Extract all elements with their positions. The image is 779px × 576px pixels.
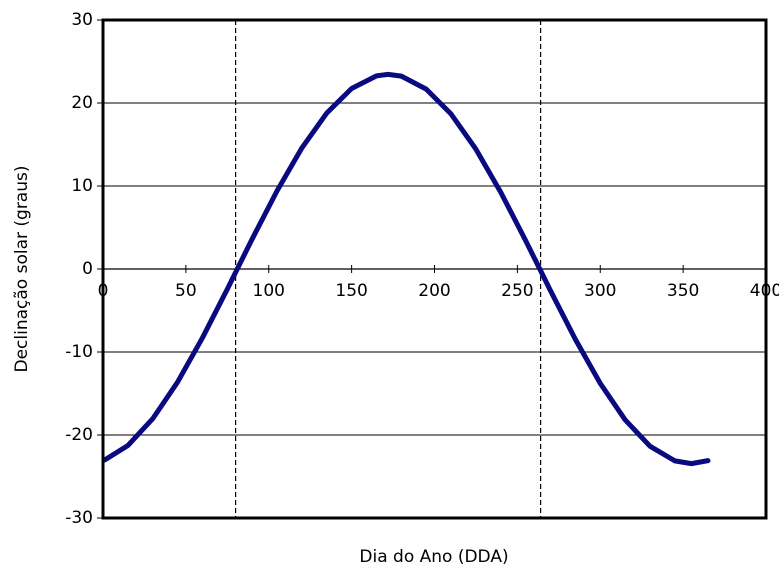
y-tick-label: -20: [65, 425, 93, 445]
x-tick-label: 50: [175, 281, 197, 301]
plot-frame: [101, 18, 768, 520]
x-tick-label: 350: [667, 281, 699, 301]
y-tick-label: -10: [65, 342, 93, 362]
x-tick-label: 250: [501, 281, 533, 301]
x-tick-label: 150: [335, 281, 367, 301]
data-line: [102, 71, 711, 467]
x-tick-label: 100: [253, 281, 285, 301]
y-tick-label: 30: [71, 10, 93, 30]
y-tick-label: 20: [71, 93, 93, 113]
y-tick-label: 10: [71, 176, 93, 196]
y-axis-label: Declinação solar (graus): [12, 166, 32, 373]
x-tick-label: 200: [418, 281, 450, 301]
x-tick-label: 300: [584, 281, 616, 301]
y-tick-label: -30: [65, 508, 93, 528]
y-tick-label: 0: [82, 259, 93, 279]
x-tick-label: 400: [750, 281, 779, 301]
x-axis-label: Dia do Ano (DDA): [359, 547, 508, 567]
